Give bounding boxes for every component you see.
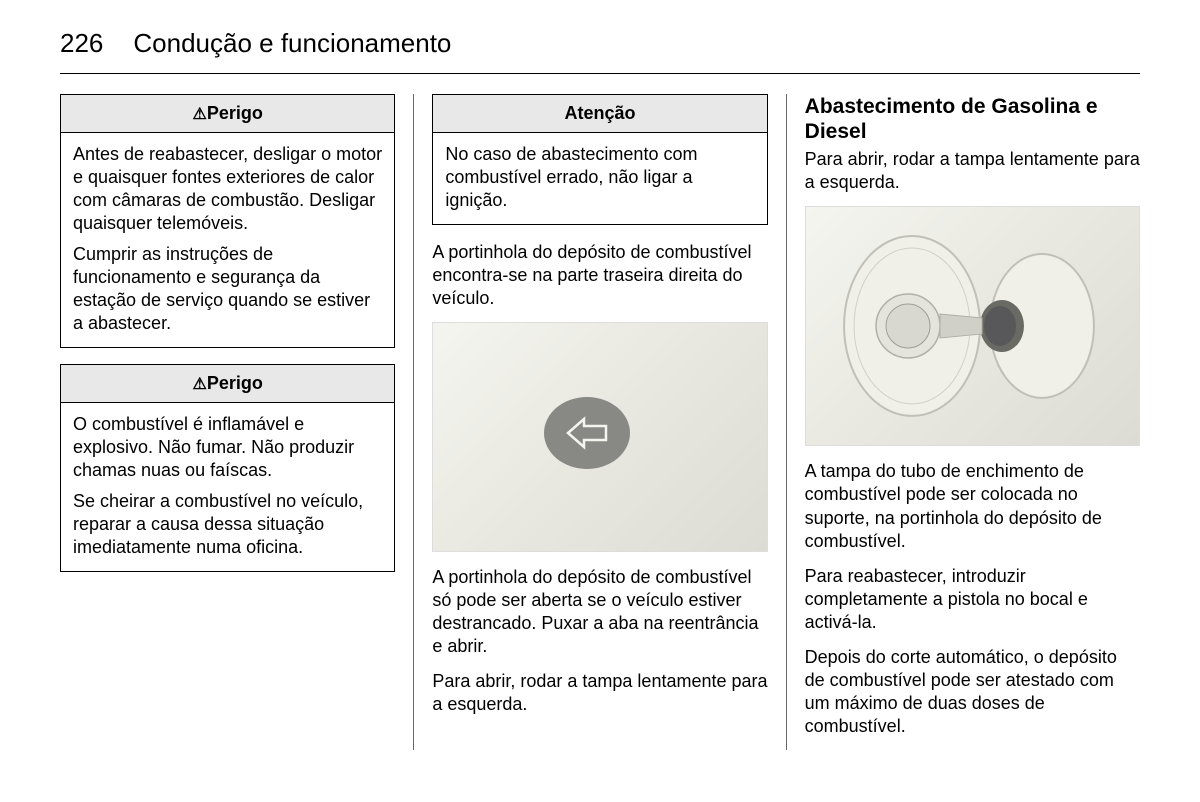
danger-box-2-body: O combustível é inflamável e explosivo. …: [61, 403, 394, 571]
danger-1-p2: Cumprir as instruções de funcionamento e…: [73, 243, 382, 335]
attention-title: Atenção: [433, 95, 766, 133]
fuel-cap-illustration-icon: [832, 226, 1112, 426]
col2-p3: Para abrir, rodar a tampa lentamente par…: [432, 670, 767, 716]
col2-p2: A portinhola do depósito de combustível …: [432, 566, 767, 658]
attention-box: Atenção No caso de abastecimento com com…: [432, 94, 767, 225]
col3-p3: Para reabastecer, introduzir completamen…: [805, 565, 1140, 634]
danger-2-p2: Se cheirar a combustível no veículo, rep…: [73, 490, 382, 559]
warning-icon: ⚠: [192, 376, 206, 393]
attention-p1: No caso de abastecimento com combustível…: [445, 143, 754, 212]
col3-p1: Para abrir, rodar a tampa lentamente par…: [805, 148, 1140, 194]
page-number: 226: [60, 28, 103, 59]
col3-p4: Depois do corte automático, o depósito d…: [805, 646, 1140, 738]
danger-box-1: ⚠Perigo Antes de reabastecer, desligar o…: [60, 94, 395, 348]
attention-title-text: Atenção: [564, 103, 635, 123]
attention-body: No caso de abastecimento com combustível…: [433, 133, 766, 224]
danger-box-1-title: ⚠Perigo: [61, 95, 394, 133]
danger-box-2-title: ⚠Perigo: [61, 365, 394, 403]
danger-title-text: Perigo: [207, 373, 263, 393]
content-columns: ⚠Perigo Antes de reabastecer, desligar o…: [60, 94, 1140, 750]
col3-p2: A tampa do tubo de enchimento de combust…: [805, 460, 1140, 552]
danger-box-2: ⚠Perigo O combustível é inflamável e exp…: [60, 364, 395, 572]
fuel-door-location-image: [432, 322, 767, 552]
column-2: Atenção No caso de abastecimento com com…: [414, 94, 786, 750]
section-heading: Abastecimento de Gasolina e Diesel: [805, 94, 1140, 144]
fuel-cap-image: [805, 206, 1140, 446]
chapter-title: Condução e funcionamento: [133, 28, 451, 59]
danger-2-p1: O combustível é inflamável e explosivo. …: [73, 413, 382, 482]
column-1: ⚠Perigo Antes de reabastecer, desligar o…: [60, 94, 414, 750]
fuel-door-arrow-icon: [544, 397, 630, 469]
col2-p1: A portinhola do depósito de combustível …: [432, 241, 767, 310]
column-3: Abastecimento de Gasolina e Diesel Para …: [787, 94, 1140, 750]
page-header: 226 Condução e funcionamento: [60, 28, 1140, 74]
danger-title-text: Perigo: [207, 103, 263, 123]
danger-1-p1: Antes de reabastecer, desligar o motor e…: [73, 143, 382, 235]
warning-icon: ⚠: [192, 106, 206, 123]
danger-box-1-body: Antes de reabastecer, desligar o motor e…: [61, 133, 394, 347]
